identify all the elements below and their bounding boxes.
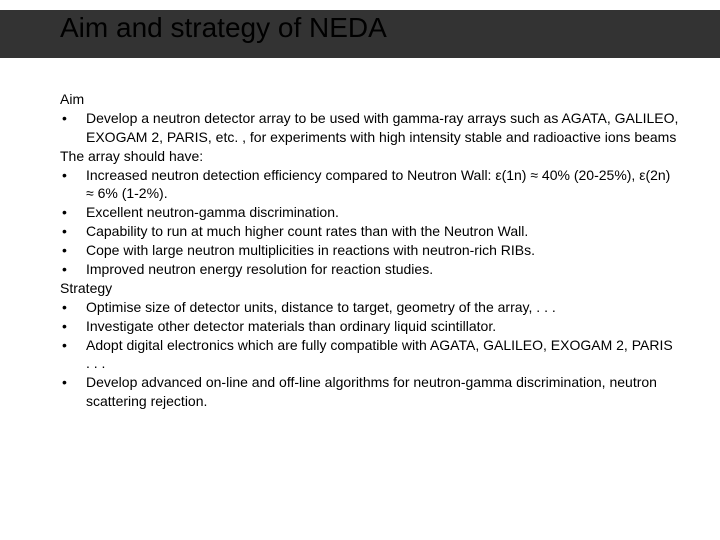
bullet-row: • Improved neutron energy resolution for… [60, 260, 680, 279]
section-heading-array: The array should have: [60, 147, 680, 166]
bullet-mark: • [60, 203, 86, 222]
bullet-mark: • [60, 241, 86, 260]
bullet-row: • Investigate other detector materials t… [60, 317, 680, 336]
bullet-mark: • [60, 166, 86, 204]
bullet-row: • Excellent neutron-gamma discrimination… [60, 203, 680, 222]
bullet-row: • Adopt digital electronics which are fu… [60, 336, 680, 374]
bullet-row: • Develop advanced on-line and off-line … [60, 373, 680, 411]
bullet-text: Excellent neutron-gamma discrimination. [86, 203, 680, 222]
bullet-text: Improved neutron energy resolution for r… [86, 260, 680, 279]
bullet-mark: • [60, 222, 86, 241]
bullet-text: Develop a neutron detector array to be u… [86, 109, 680, 147]
bullet-mark: • [60, 317, 86, 336]
slide-content: Aim • Develop a neutron detector array t… [60, 90, 680, 411]
bullet-row: • Cope with large neutron multiplicities… [60, 241, 680, 260]
bullet-text: Cope with large neutron multiplicities i… [86, 241, 680, 260]
bullet-mark: • [60, 109, 86, 147]
bullet-row: • Increased neutron detection efficiency… [60, 166, 680, 204]
bullet-mark: • [60, 298, 86, 317]
bullet-row: • Optimise size of detector units, dista… [60, 298, 680, 317]
section-heading-strategy: Strategy [60, 279, 680, 298]
bullet-text: Investigate other detector materials tha… [86, 317, 680, 336]
section-heading-aim: Aim [60, 90, 680, 109]
bullet-mark: • [60, 373, 86, 411]
bullet-row: • Develop a neutron detector array to be… [60, 109, 680, 147]
bullet-text: Increased neutron detection efficiency c… [86, 166, 680, 204]
bullet-text: Develop advanced on-line and off-line al… [86, 373, 680, 411]
bullet-row: • Capability to run at much higher count… [60, 222, 680, 241]
bullet-text: Optimise size of detector units, distanc… [86, 298, 680, 317]
bullet-mark: • [60, 336, 86, 374]
bullet-text: Capability to run at much higher count r… [86, 222, 680, 241]
bullet-text: Adopt digital electronics which are full… [86, 336, 680, 374]
bullet-mark: • [60, 260, 86, 279]
slide-title: Aim and strategy of NEDA [60, 12, 387, 44]
